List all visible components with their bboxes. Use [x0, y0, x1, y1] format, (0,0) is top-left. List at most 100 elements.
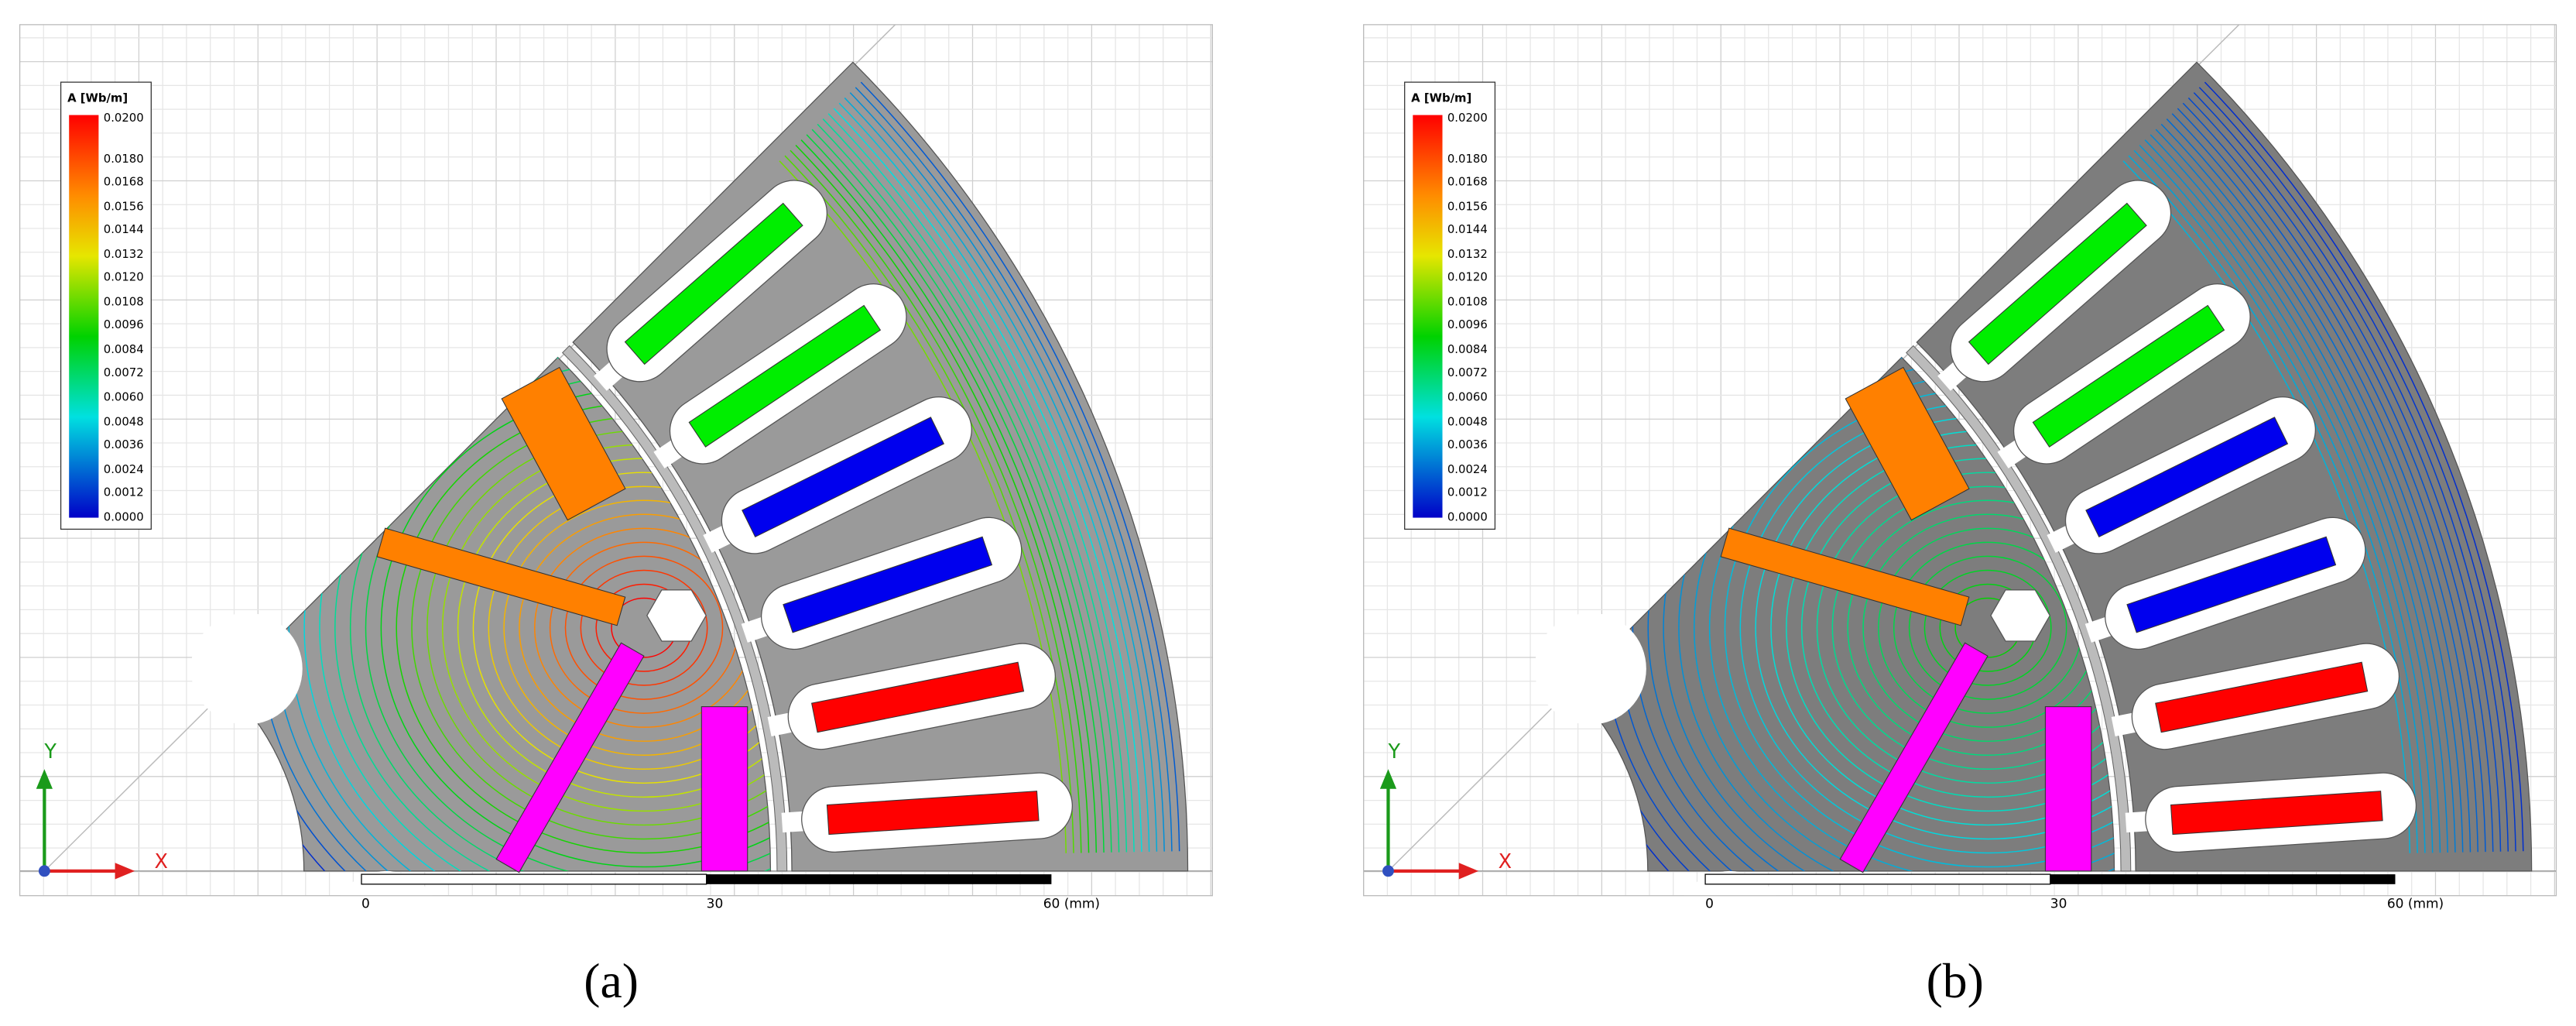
scale-black [2050, 874, 2396, 884]
coil [811, 661, 1025, 733]
legend-title: A [Wb/m] [1411, 91, 1471, 105]
coil [2170, 791, 2383, 836]
x-arrow-head [1458, 863, 1479, 880]
slot [1937, 180, 2172, 391]
flux-line [2187, 97, 2502, 852]
y-arrow-head [36, 769, 53, 789]
coil [1968, 202, 2147, 365]
x-axis-label: X [1499, 850, 1512, 873]
flux-line [1647, 357, 2115, 871]
flux-line [488, 486, 771, 770]
legend-title: A [Wb/m] [67, 91, 128, 105]
x-arrow-head [115, 863, 135, 880]
flux-line [2182, 102, 2494, 852]
color-bar [69, 115, 99, 518]
legend-label: 0.0024 [104, 462, 144, 476]
legend-label: 0.0200 [104, 111, 144, 125]
scale-black [706, 874, 1052, 884]
magnet [701, 706, 748, 872]
slot [767, 643, 1056, 750]
slot [653, 283, 907, 468]
legend-label: 0.0048 [1447, 414, 1488, 428]
slot [703, 396, 972, 554]
slot [2125, 772, 2417, 853]
flux-line [860, 81, 1180, 852]
flux-line [1678, 357, 2115, 871]
magnet [1720, 527, 1970, 626]
origin [1382, 865, 1394, 877]
flux-line [564, 555, 724, 700]
scale-label: 0 [1705, 896, 1714, 911]
coil [2155, 661, 2369, 733]
flux-line [844, 97, 1158, 852]
legend-label: 0.0156 [1447, 199, 1488, 213]
color-bar [1413, 115, 1443, 518]
legend-label: 0.0036 [1447, 438, 1488, 451]
legend-label: 0.0060 [1447, 390, 1488, 404]
legend-label: 0.0108 [1447, 295, 1488, 309]
magnet [376, 527, 626, 626]
legend-label: 0.0048 [104, 414, 144, 428]
flux-line [288, 357, 771, 871]
legend-label: 0.0084 [1447, 342, 1488, 356]
flux-line [800, 139, 1098, 853]
legend-label: 0.0168 [1447, 175, 1488, 189]
flux-line [580, 569, 708, 686]
flux-line [2155, 129, 2456, 853]
scale-white [1704, 873, 2051, 885]
legend-label: 0.0120 [1447, 270, 1488, 284]
flux-line [2139, 144, 2434, 853]
flux-line [2144, 139, 2441, 853]
slot [2111, 643, 2400, 750]
origin [38, 865, 50, 877]
coil [2032, 304, 2225, 448]
flux-line [503, 499, 771, 756]
scale-label: 30 [707, 896, 724, 911]
flux-line [855, 87, 1173, 852]
rotor [1571, 356, 2115, 872]
magnet [501, 366, 626, 521]
flux-line [811, 129, 1112, 853]
x-axis-label: X [155, 850, 168, 873]
panel: A [Wb/m] 0.0200 0.0180 0.0168 0.0156 0.0144 0.… [1362, 24, 2557, 1008]
flux-line [1923, 569, 2052, 686]
plot-area [19, 24, 1213, 896]
coil [742, 417, 945, 538]
legend-label: 0.0108 [104, 295, 144, 309]
coil [624, 202, 803, 365]
slot [2084, 516, 2366, 650]
legend-label: 0.0000 [1447, 510, 1488, 524]
flux-line [822, 118, 1128, 853]
flux-line [827, 113, 1135, 853]
flux-line [833, 108, 1142, 853]
flux-line [2204, 81, 2524, 852]
flux-line [303, 357, 771, 871]
flux-line [319, 357, 771, 871]
flux-line [2150, 134, 2448, 853]
sleeve [1906, 345, 2132, 872]
flux-line [838, 102, 1150, 852]
flux-line [784, 155, 1074, 853]
hole [339, 870, 433, 896]
caption: (a) [584, 953, 639, 1008]
scale-label: 30 [2050, 896, 2067, 911]
legend-label: 0.0012 [1447, 486, 1488, 499]
legend-label: 0.0144 [1447, 222, 1488, 236]
flux-line [1632, 357, 2115, 871]
flux-line [2198, 87, 2516, 852]
flux-line [2122, 160, 2411, 853]
y-axis-label: Y [43, 740, 57, 763]
scale-label: 60 (mm) [2387, 896, 2444, 911]
y-arrow-head [1379, 769, 1397, 789]
plot-border [19, 24, 1214, 897]
magnet [2044, 706, 2092, 872]
hole [1534, 613, 1646, 725]
flux-line [1816, 472, 2115, 784]
hole [1990, 589, 2051, 642]
legend-label: 0.0072 [104, 365, 144, 379]
coil [2126, 536, 2337, 633]
flux-line [817, 123, 1120, 853]
legend-label: 0.0180 [104, 152, 144, 166]
coil [688, 304, 882, 448]
